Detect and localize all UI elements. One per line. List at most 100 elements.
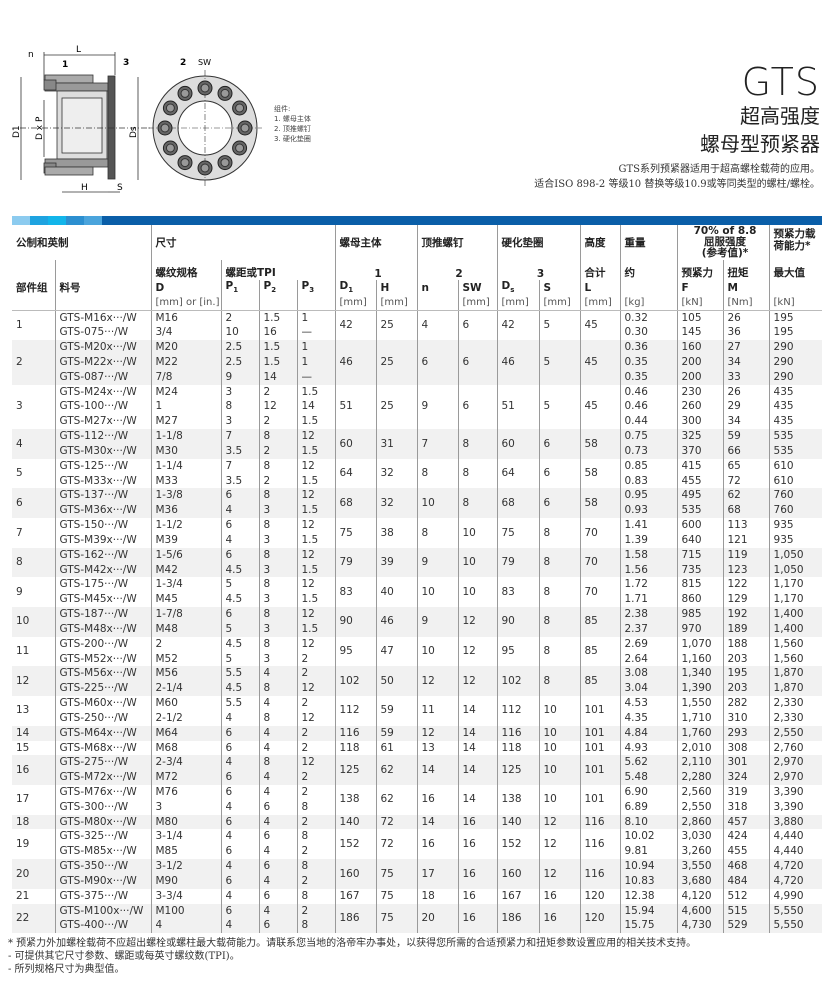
thread-D: 1-1/4 <box>150 458 221 474</box>
group-number: 9 <box>16 585 23 598</box>
group-number: 4 <box>12 429 55 459</box>
part-group: 19 GTS-325···/W 3-1/4 4 6 8 152 72 16 16 152 12 116 1… <box>12 829 823 860</box>
washer-S: 8 <box>538 577 580 608</box>
header-capacity: 预紧力载 荷能力* <box>768 225 823 260</box>
part-number: GTS-200···/W <box>54 636 151 652</box>
header-component-3: 3 <box>496 260 580 280</box>
washer-Ds: 160 <box>496 859 539 889</box>
nut-D1: 51 <box>334 384 376 430</box>
preload-F: 4,600 <box>676 903 723 919</box>
jackbolt-head-icon <box>200 163 210 173</box>
thread-D: 3-1/4 <box>150 829 221 845</box>
header-height: 高度 <box>579 225 620 260</box>
torque-M: 318 <box>722 799 770 815</box>
thread-D: 1-1/2 <box>150 518 221 533</box>
table-row: GTS-M22x···/W M22 2.5 1.5 1 0.35 200 34 290 <box>12 354 823 370</box>
pitch-P3: 2 <box>296 725 335 741</box>
washer-Ds: 140 <box>496 814 539 830</box>
washer-S: 8 <box>538 666 580 697</box>
pitch-P3: 8 <box>296 799 335 815</box>
torque-M: 34 <box>722 414 770 430</box>
pitch-P3: 12 <box>296 547 335 563</box>
pitch-P1: 7 <box>220 458 259 474</box>
weight: 0.46 <box>619 399 677 415</box>
preload-F: 200 <box>676 354 723 370</box>
length-L: 101 <box>579 785 620 815</box>
group-number: 12 <box>12 666 55 697</box>
preload-F: 970 <box>676 621 723 637</box>
header-washer: 硬化垫圈 <box>496 225 580 260</box>
subtitle: 螺母型预紧器 <box>700 132 820 156</box>
washer-Ds: 95 <box>496 636 539 667</box>
header-nut-body: 螺母主体 <box>334 225 417 260</box>
part-group: 21 GTS-375···/W 3-3/4 4 6 8 167 75 18 16 167 16 120 1… <box>12 888 823 904</box>
jackbolt-head-icon <box>165 143 175 153</box>
thread-D: M56 <box>150 666 221 682</box>
torque-M: 129 <box>722 592 770 608</box>
max-capacity: 3,390 <box>768 799 823 815</box>
pitch-P1: 4 <box>220 503 259 519</box>
length-L: 120 <box>579 888 620 904</box>
header-part-no: 料号 <box>54 280 151 295</box>
pitch-P1: 3 <box>220 384 259 400</box>
preload-F: 415 <box>676 458 723 474</box>
preload-F: 735 <box>676 562 723 578</box>
header-approx: 约 <box>619 260 677 280</box>
weight: 1.72 <box>619 577 677 593</box>
weight: 10.02 <box>619 829 677 845</box>
torque-M: 29 <box>722 399 770 415</box>
washer-S: 10 <box>538 725 580 741</box>
table-row: 17 GTS-M76x···/W M76 6 4 2 138 62 16 14 138 10 101 6.… <box>12 785 823 815</box>
unit-D1: [mm] <box>334 295 376 311</box>
pitch-P2: 16 <box>258 325 297 341</box>
table-row: GTS-250···/W 2-1/2 4 8 12 4.35 1,710 310 2,330 <box>12 710 823 726</box>
pitch-P1: 4 <box>220 710 259 726</box>
part-group: 13 GTS-M60x···/W M60 5.5 4 2 112 59 11 14 112 10 101… <box>12 696 823 726</box>
group-number: 16 <box>12 755 55 785</box>
table-row: GTS-M36x···/W M36 4 3 1.5 0.93 535 68 760 <box>12 503 823 519</box>
thread-D: M52 <box>150 651 221 667</box>
unit-SW: [mm] <box>457 295 497 311</box>
pitch-P1: 5 <box>220 621 259 637</box>
pitch-P2: 4 <box>258 666 297 682</box>
weight: 0.75 <box>619 429 677 444</box>
group-number: 7 <box>16 526 23 539</box>
thread-D: M45 <box>150 592 221 608</box>
part-number: GTS-400···/W <box>54 918 151 934</box>
pitch-P1: 5 <box>220 577 259 593</box>
table-row: GTS-M39x···/W M39 4 3 1.5 1.39 640 121 935 <box>12 532 823 548</box>
pitch-P2: 4 <box>258 740 297 756</box>
pitch-P3: 2 <box>296 903 335 919</box>
max-capacity: 290 <box>768 340 823 355</box>
length-L: 116 <box>579 814 620 830</box>
torque-M: 189 <box>722 621 770 637</box>
part-number: GTS-M80x···/W <box>54 814 151 830</box>
nut-H: 25 <box>375 310 417 341</box>
nut-D1: 152 <box>334 829 376 860</box>
nut-D1: 138 <box>334 785 376 815</box>
nut-D1: 95 <box>334 636 376 667</box>
weight: 1.41 <box>619 518 677 533</box>
weight: 0.73 <box>619 443 677 459</box>
thread-D: M48 <box>150 621 221 637</box>
washer-S: 6 <box>538 429 580 459</box>
max-capacity: 435 <box>768 414 823 430</box>
jackbolt-head-icon <box>240 123 250 133</box>
nut-H: 75 <box>375 903 417 934</box>
preload-F: 2,550 <box>676 799 723 815</box>
pitch-P1: 4.5 <box>220 681 259 697</box>
part-number: GTS-087···/W <box>54 369 151 385</box>
nut-H: 72 <box>375 829 417 860</box>
thread-D: M60 <box>150 696 221 711</box>
part-number: GTS-M85x···/W <box>54 844 151 860</box>
length-L: 70 <box>579 547 620 578</box>
max-capacity: 760 <box>768 503 823 519</box>
nut-H: 61 <box>375 740 417 756</box>
jackbolt-SW: 16 <box>457 903 497 934</box>
max-capacity: 2,970 <box>768 755 823 771</box>
part-group: 16 GTS-275···/W 2-3/4 4 8 12 125 62 14 14 125 10 101… <box>12 755 823 785</box>
subtitle: 超高强度 <box>740 104 820 128</box>
part-number: GTS-M16x···/W <box>54 310 151 326</box>
preload-F: 1,160 <box>676 651 723 667</box>
max-capacity: 1,560 <box>768 651 823 667</box>
